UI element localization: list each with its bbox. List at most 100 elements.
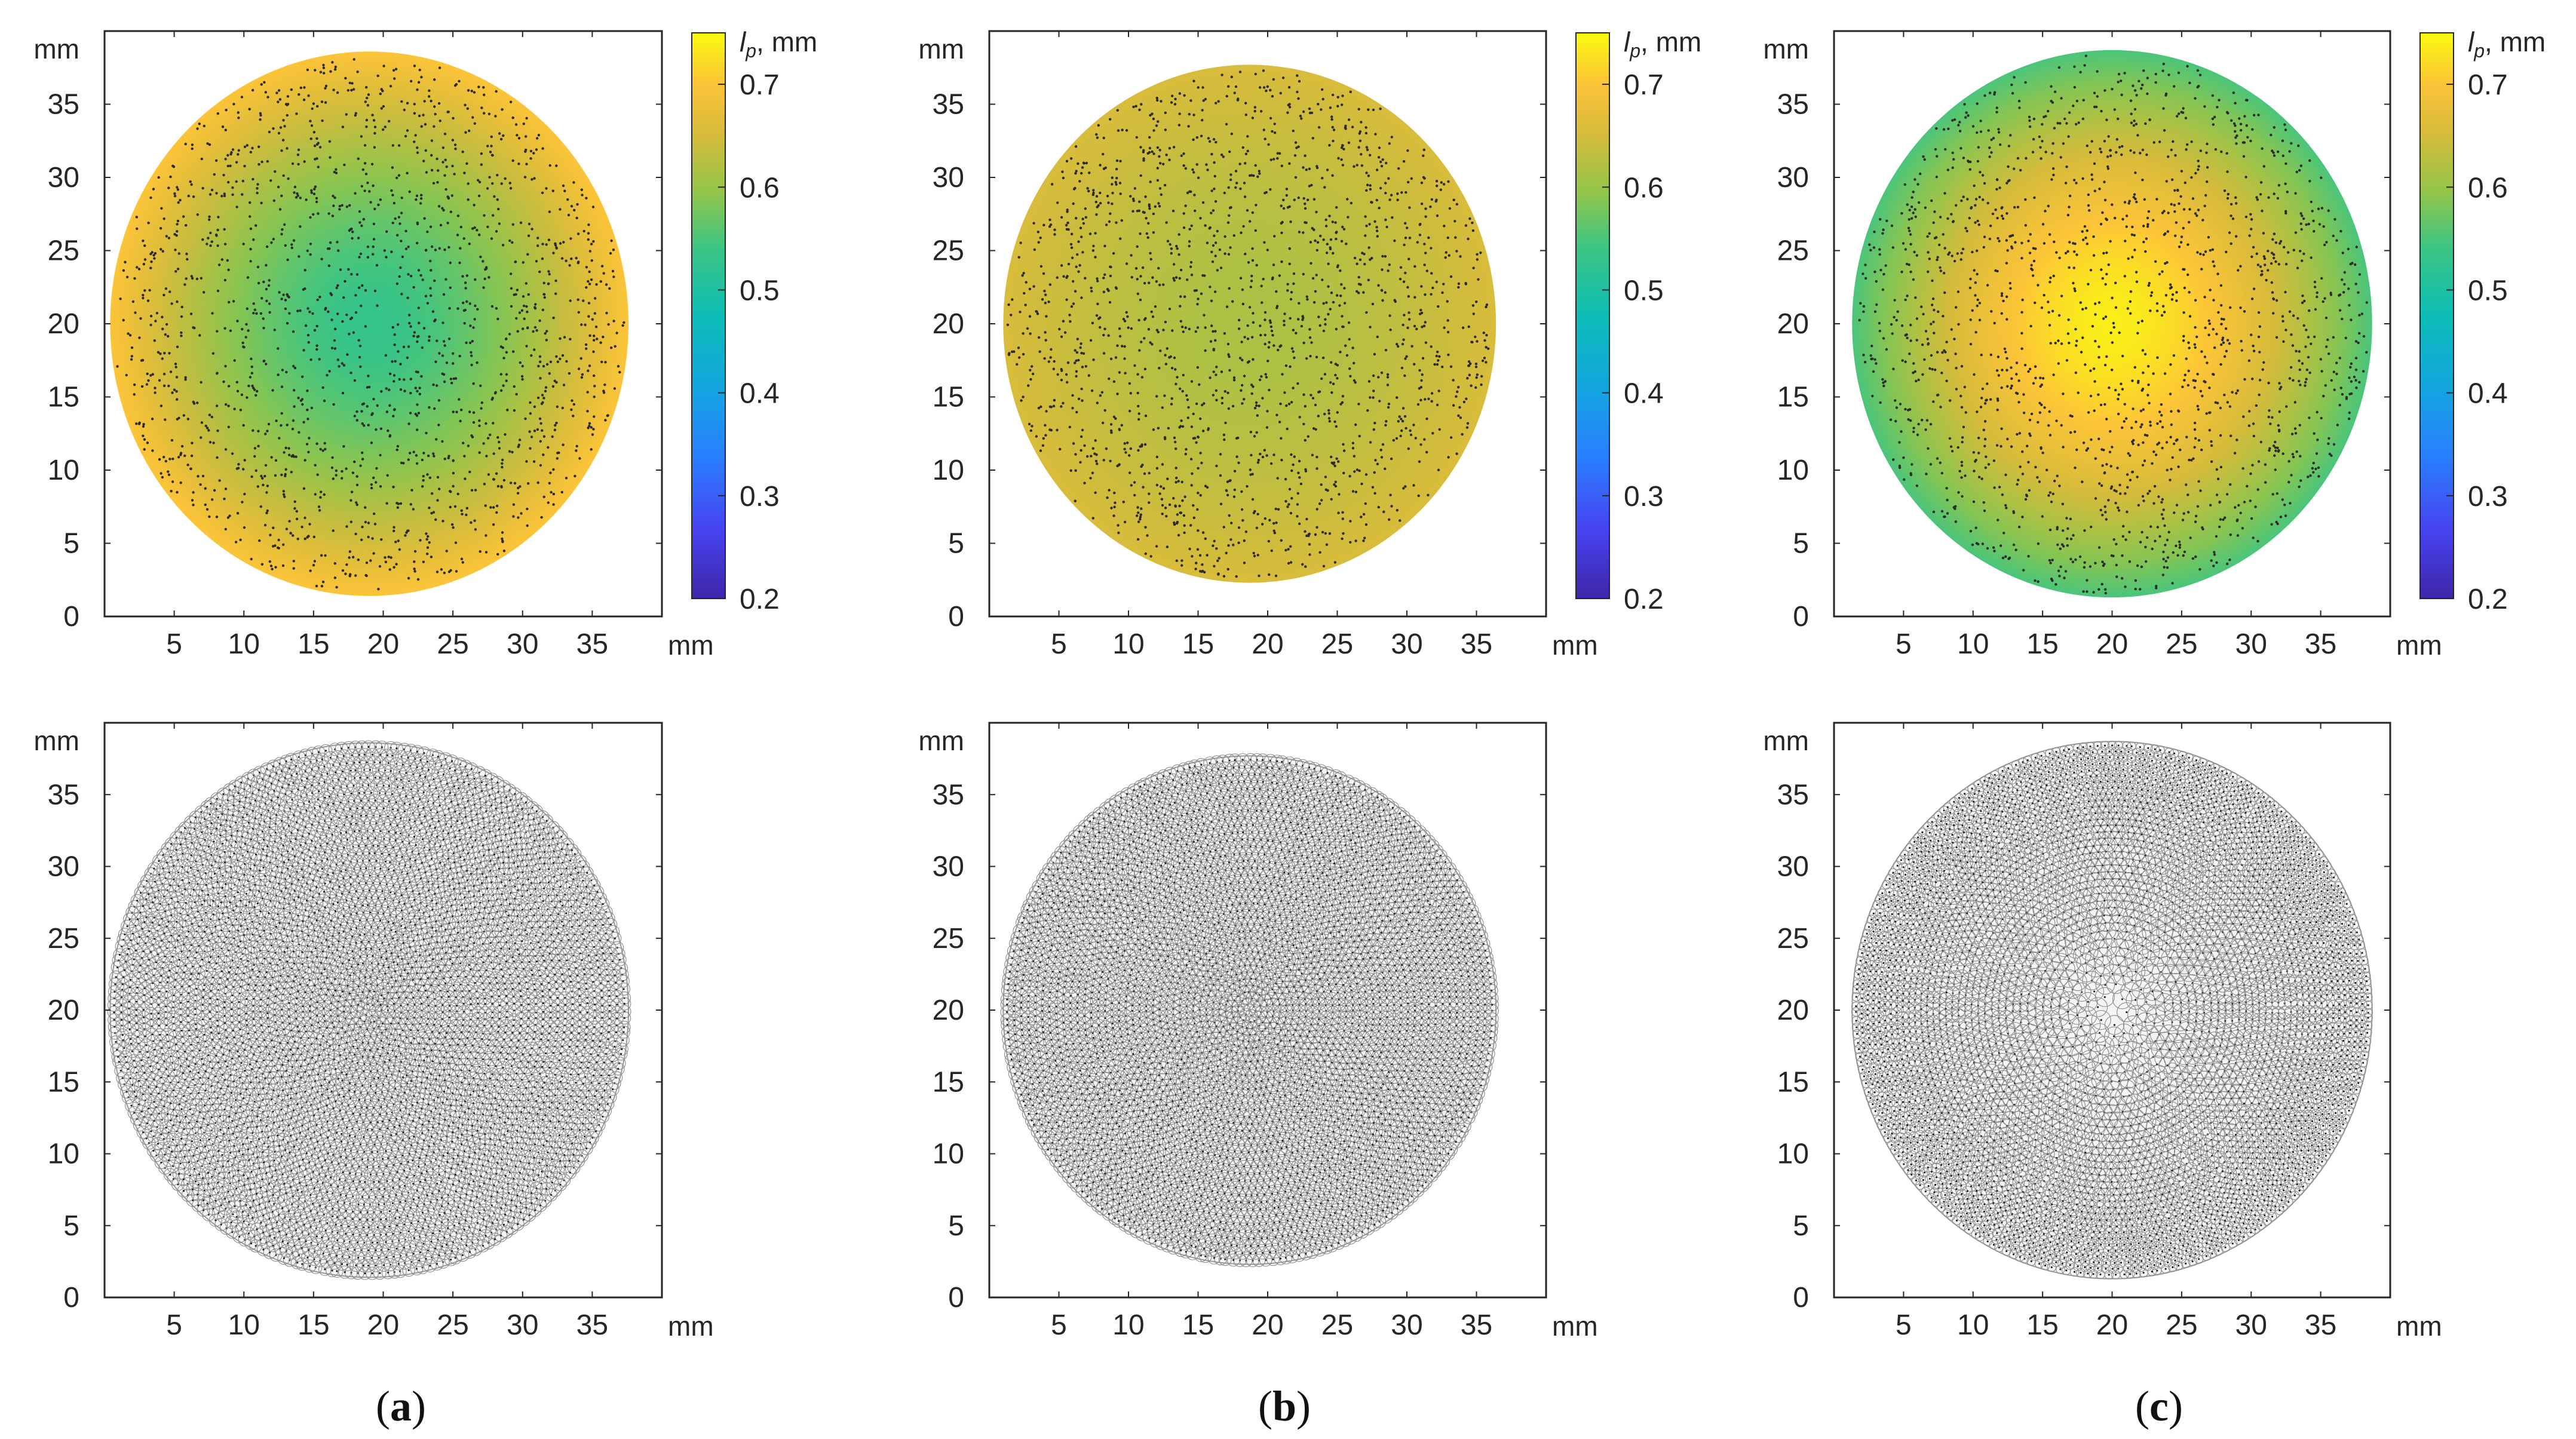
- node-point: [319, 146, 321, 148]
- node-point: [215, 234, 217, 236]
- node-point: [1080, 235, 1082, 238]
- node-point: [262, 327, 265, 329]
- node-point: [2231, 391, 2234, 393]
- node-point: [1909, 408, 1911, 410]
- node-point: [2074, 467, 2076, 469]
- node-point: [315, 157, 318, 159]
- node-point: [443, 340, 445, 342]
- node-point: [2220, 284, 2222, 287]
- node-point: [1457, 286, 1459, 289]
- node-point: [146, 373, 149, 375]
- node-point: [1196, 508, 1198, 511]
- node-point: [1231, 300, 1234, 303]
- node-point: [295, 455, 297, 458]
- node-point: [1992, 547, 1995, 549]
- node-point: [2075, 340, 2078, 342]
- node-point: [190, 468, 192, 470]
- node-point: [2172, 456, 2174, 459]
- node-point: [576, 203, 578, 205]
- node-point: [1287, 562, 1290, 564]
- node-point: [254, 447, 256, 449]
- node-point: [2122, 525, 2124, 527]
- node-point: [591, 433, 594, 435]
- node-point: [452, 485, 454, 487]
- node-point: [1354, 424, 1357, 426]
- node-point: [1269, 117, 1272, 119]
- node-point: [318, 509, 321, 511]
- node-point: [482, 260, 484, 262]
- node-point: [1156, 456, 1158, 458]
- node-point: [1199, 452, 1201, 454]
- node-point: [1266, 426, 1268, 428]
- node-point: [1396, 343, 1398, 345]
- node-point: [2307, 336, 2310, 338]
- node-point: [1466, 377, 1468, 379]
- node-point: [1094, 256, 1096, 258]
- node-point: [160, 227, 162, 229]
- node-point: [505, 379, 508, 382]
- node-point: [587, 280, 589, 283]
- node-point: [1342, 532, 1344, 535]
- node-point: [151, 418, 154, 420]
- node-point: [2118, 146, 2121, 148]
- node-point: [2093, 409, 2096, 412]
- node-point: [1087, 190, 1090, 192]
- node-point: [2065, 517, 2068, 519]
- node-point: [2129, 560, 2131, 563]
- node-point: [1020, 399, 1022, 401]
- node-point: [1310, 184, 1312, 186]
- node-point: [2345, 396, 2348, 398]
- node-point: [320, 71, 322, 73]
- node-point: [1148, 493, 1150, 495]
- node-point: [513, 409, 516, 412]
- node-point: [1197, 529, 1199, 532]
- node-point: [1364, 126, 1367, 128]
- node-point: [1282, 199, 1284, 201]
- node-point: [2008, 145, 2010, 147]
- node-point: [514, 482, 516, 484]
- node-point: [2236, 520, 2238, 522]
- node-point: [1330, 118, 1333, 121]
- node-point: [2167, 73, 2170, 76]
- node-point: [1321, 278, 1323, 281]
- node-point: [1228, 151, 1231, 153]
- node-point: [589, 250, 591, 252]
- node-point: [2347, 287, 2350, 290]
- node-point: [2139, 541, 2142, 543]
- node-point: [192, 504, 194, 506]
- node-point: [1954, 505, 1956, 508]
- node-point: [512, 350, 514, 352]
- node-point: [2086, 229, 2089, 232]
- node-point: [2227, 197, 2229, 200]
- node-point: [559, 337, 561, 340]
- node-point: [257, 445, 259, 447]
- node-point: [495, 472, 498, 475]
- node-point: [1271, 130, 1273, 133]
- node-point: [1393, 439, 1395, 441]
- node-point: [1111, 176, 1114, 179]
- node-point: [180, 315, 183, 318]
- node-point: [292, 428, 294, 430]
- node-point: [2001, 493, 2004, 496]
- node-point: [1941, 351, 1943, 354]
- node-point: [298, 431, 300, 434]
- node-point: [336, 284, 339, 287]
- node-point: [1265, 376, 1268, 378]
- node-point: [176, 223, 178, 225]
- node-point: [2200, 350, 2203, 352]
- node-point: [339, 205, 341, 207]
- node-point: [1378, 506, 1380, 508]
- node-point: [488, 176, 490, 179]
- x-tick-label: 35: [576, 628, 608, 660]
- node-point: [1373, 353, 1376, 355]
- node-point: [1074, 349, 1077, 351]
- node-point: [438, 399, 440, 401]
- node-point: [266, 484, 269, 487]
- node-point: [1440, 181, 1443, 183]
- node-point: [1882, 289, 1884, 291]
- node-point: [2115, 564, 2118, 566]
- node-point: [1873, 231, 1875, 233]
- node-point: [278, 89, 280, 91]
- node-point: [1191, 425, 1193, 428]
- node-point: [365, 86, 367, 88]
